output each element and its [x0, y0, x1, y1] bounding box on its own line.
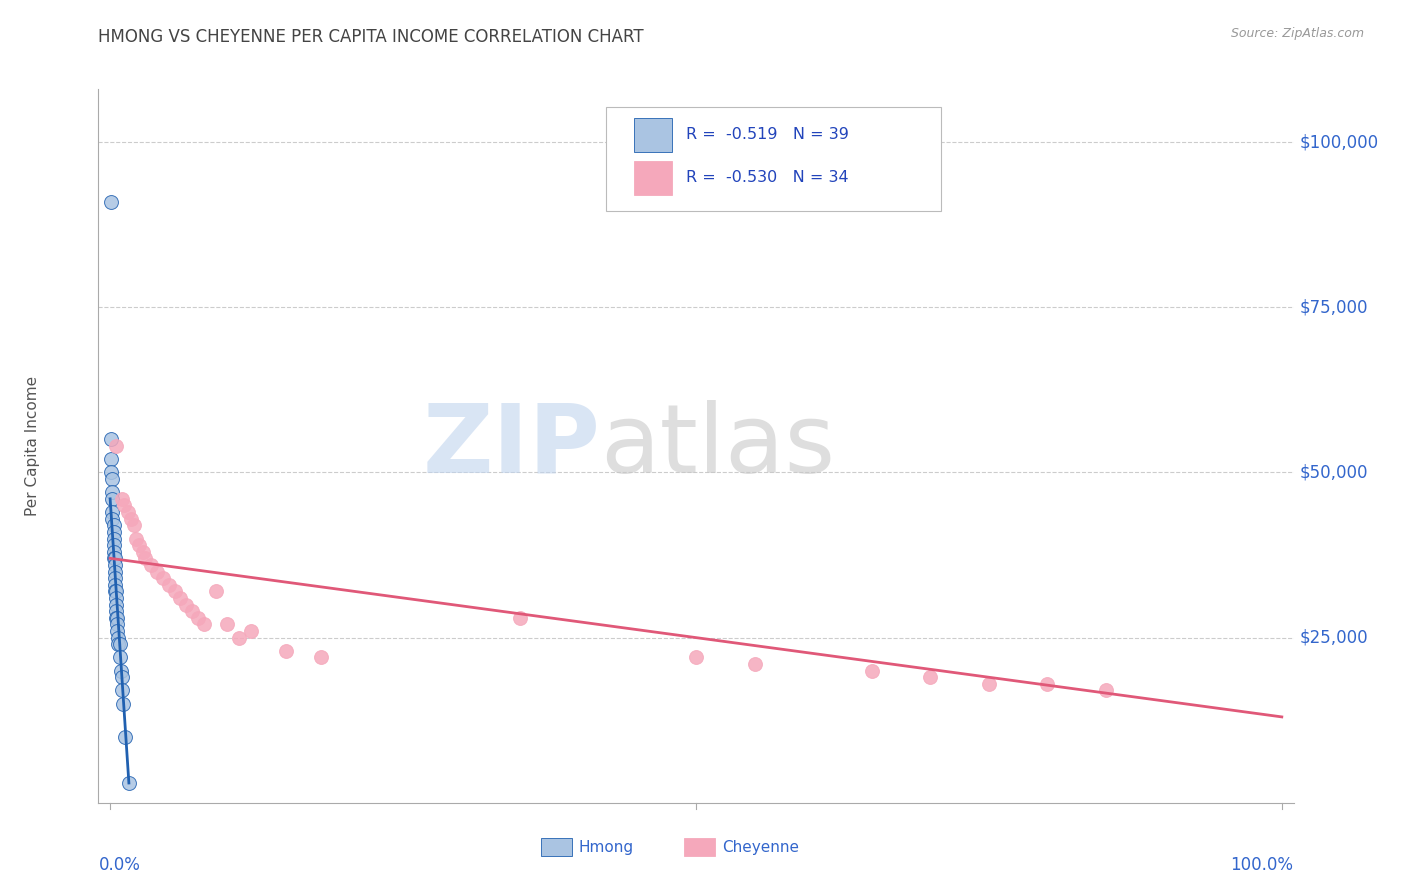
Point	[114, 730, 136, 744]
Text: $75,000: $75,000	[1299, 298, 1368, 317]
Point	[104, 551, 127, 566]
Point	[132, 545, 155, 559]
Point	[100, 433, 122, 447]
Point	[104, 558, 127, 572]
Point	[103, 538, 125, 552]
Point	[228, 631, 250, 645]
Point	[103, 532, 125, 546]
Point	[108, 650, 131, 665]
Point	[239, 624, 262, 638]
Point	[111, 683, 134, 698]
Point	[104, 565, 127, 579]
Point	[107, 637, 129, 651]
Point	[101, 511, 124, 525]
Text: 0.0%: 0.0%	[98, 856, 141, 874]
FancyBboxPatch shape	[540, 838, 572, 856]
Point	[120, 511, 142, 525]
Point	[274, 644, 297, 658]
Point	[105, 591, 128, 605]
Point	[111, 670, 134, 684]
Point	[100, 194, 122, 209]
Point	[509, 611, 531, 625]
Text: $25,000: $25,000	[1299, 629, 1368, 647]
Point	[105, 604, 128, 618]
Point	[122, 518, 145, 533]
Point	[105, 584, 128, 599]
Point	[128, 538, 150, 552]
Point	[125, 532, 148, 546]
Point	[685, 650, 707, 665]
Point	[105, 624, 128, 638]
Text: Cheyenne: Cheyenne	[723, 839, 799, 855]
Point	[104, 584, 127, 599]
Point	[111, 491, 134, 506]
Text: $50,000: $50,000	[1299, 464, 1368, 482]
Point	[118, 776, 141, 790]
Point	[174, 598, 197, 612]
Point	[309, 650, 332, 665]
Point	[105, 611, 128, 625]
Point	[105, 611, 128, 625]
Point	[217, 617, 239, 632]
Point	[107, 631, 129, 645]
Point	[204, 584, 226, 599]
Point	[146, 565, 169, 579]
Point	[101, 472, 124, 486]
FancyBboxPatch shape	[634, 161, 672, 194]
Point	[108, 637, 131, 651]
Point	[744, 657, 766, 671]
Text: Source: ZipAtlas.com: Source: ZipAtlas.com	[1230, 27, 1364, 40]
Point	[103, 551, 125, 566]
Point	[181, 604, 204, 618]
Point	[152, 571, 174, 585]
Point	[104, 578, 127, 592]
Point	[187, 611, 209, 625]
Text: 100.0%: 100.0%	[1230, 856, 1294, 874]
Text: R =  -0.519   N = 39: R = -0.519 N = 39	[686, 128, 849, 143]
Point	[101, 505, 124, 519]
Point	[100, 466, 122, 480]
FancyBboxPatch shape	[685, 838, 716, 856]
Point	[157, 578, 180, 592]
Point	[103, 545, 125, 559]
Text: R =  -0.530   N = 34: R = -0.530 N = 34	[686, 170, 849, 186]
Point	[1036, 677, 1059, 691]
Point	[920, 670, 942, 684]
Point	[117, 505, 139, 519]
Point	[110, 664, 132, 678]
Point	[860, 664, 883, 678]
Point	[100, 452, 122, 467]
Point	[104, 571, 127, 585]
Text: Hmong: Hmong	[579, 839, 634, 855]
Point	[103, 518, 125, 533]
Point	[103, 524, 125, 539]
Text: $100,000: $100,000	[1299, 133, 1378, 151]
Point	[141, 558, 163, 572]
Point	[105, 439, 128, 453]
Point	[105, 598, 128, 612]
Point	[112, 697, 135, 711]
Point	[163, 584, 186, 599]
Point	[105, 617, 128, 632]
Text: ZIP: ZIP	[422, 400, 600, 492]
Point	[112, 499, 135, 513]
Text: Per Capita Income: Per Capita Income	[25, 376, 41, 516]
Point	[101, 491, 124, 506]
Point	[193, 617, 215, 632]
Point	[134, 551, 156, 566]
FancyBboxPatch shape	[606, 107, 941, 211]
Text: atlas: atlas	[600, 400, 835, 492]
FancyBboxPatch shape	[634, 118, 672, 152]
Text: HMONG VS CHEYENNE PER CAPITA INCOME CORRELATION CHART: HMONG VS CHEYENNE PER CAPITA INCOME CORR…	[98, 29, 644, 46]
Point	[169, 591, 191, 605]
Point	[1095, 683, 1118, 698]
Point	[101, 485, 124, 500]
Point	[977, 677, 1000, 691]
